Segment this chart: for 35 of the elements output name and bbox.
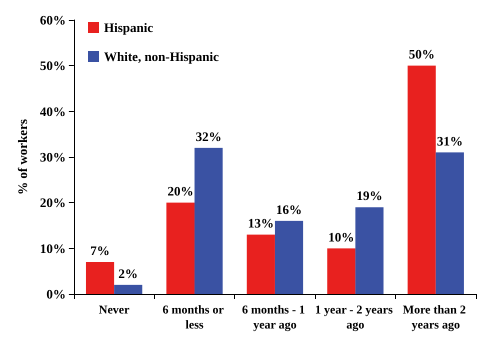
bar [274,220,304,294]
x-tick-label: More than 2 years ago [402,302,469,332]
y-axis-title: % of workers [15,119,30,195]
bar [114,284,142,294]
data-label: 7% [90,243,110,258]
data-label: 31% [436,133,463,148]
x-tick-label: 6 months or less [162,302,227,332]
y-tick-label: 60% [40,12,66,28]
bar [327,248,356,294]
y-tick-label: 20% [40,195,66,210]
bar [246,234,275,294]
legend-label: White, non-Hispanic [104,49,220,64]
data-label: 32% [196,128,222,144]
bar [166,202,195,294]
y-tick-label: 40% [40,104,66,119]
bar [194,148,223,294]
x-tick-label: 1 year - 2 years ago [314,302,396,332]
data-label: 10% [328,229,354,244]
x-tick-label: 6 months - 1 year ago [242,302,308,332]
data-label: 50% [408,46,435,62]
y-tick-label: 0% [46,286,66,302]
bar [355,207,384,294]
data-label: 19% [356,188,382,204]
data-label: 20% [167,184,194,199]
data-label: 13% [248,216,274,231]
x-tick-label: Never [98,302,130,316]
bar [408,66,436,294]
y-tick-label: 10% [40,240,66,256]
y-tick-label: 30% [40,150,66,164]
data-label: 2% [118,266,138,281]
bar [436,152,464,294]
bar [86,262,114,294]
data-label: 16% [276,202,302,217]
legend-label: Hispanic [104,20,154,35]
y-tick-label: 50% [40,58,66,74]
